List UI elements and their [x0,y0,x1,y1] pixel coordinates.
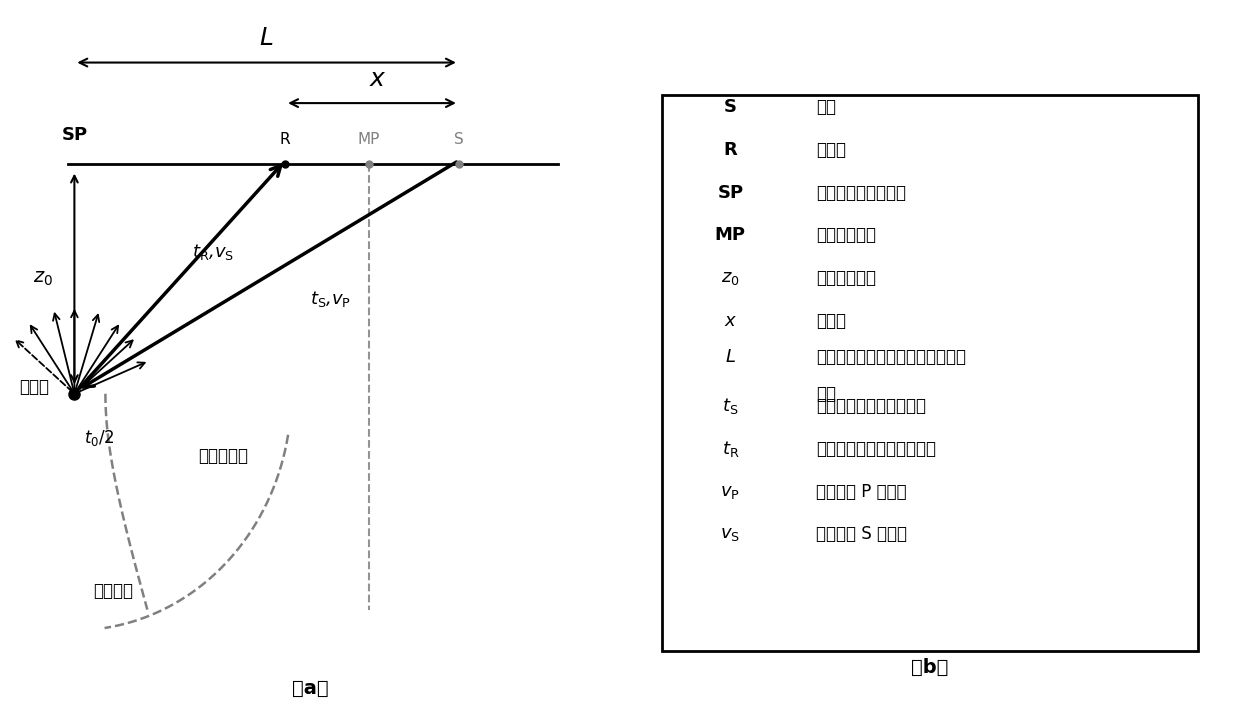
Text: 炮点到散射点地面投影距离（炮散: 炮点到散射点地面投影距离（炮散 [816,348,966,366]
Text: 散射双曲线: 散射双曲线 [198,447,248,465]
Text: 地震散射 S 波速度: 地震散射 S 波速度 [816,526,906,544]
Text: $L$: $L$ [725,348,735,366]
Text: MP: MP [714,226,746,244]
Text: （a）: （a） [291,679,329,698]
Text: 散射点到接收点的旅行时间: 散射点到接收点的旅行时间 [816,440,936,458]
Text: $z_0$: $z_0$ [33,270,53,288]
Text: $v_\mathrm{S}$: $v_\mathrm{S}$ [720,526,740,544]
Text: 接收点: 接收点 [816,141,846,159]
Text: MP: MP [357,132,381,147]
Text: $x$: $x$ [724,312,737,330]
Text: $z_0$: $z_0$ [720,269,740,287]
FancyBboxPatch shape [662,95,1198,651]
Text: $t_0/2$: $t_0/2$ [84,428,114,447]
Text: $t_\mathrm{R}$: $t_\mathrm{R}$ [722,439,739,459]
Text: 散射点在地面的投影: 散射点在地面的投影 [816,183,906,202]
Text: $x$: $x$ [370,67,387,91]
Text: SP: SP [717,183,744,202]
Text: 散射点视深度: 散射点视深度 [816,269,875,287]
Text: S: S [724,99,737,116]
Text: 波前圆弧: 波前圆弧 [93,582,133,600]
Text: $t_\mathrm{S}$,$v_\mathrm{P}$: $t_\mathrm{S}$,$v_\mathrm{P}$ [310,289,351,309]
Text: 距）: 距） [816,385,836,403]
Text: 炮检距中心点: 炮检距中心点 [816,226,875,244]
Text: 震源: 震源 [816,99,836,116]
Text: S: S [454,132,464,147]
Text: R: R [280,132,290,147]
Text: 震源到散射点的旅行时间: 震源到散射点的旅行时间 [816,397,926,416]
Text: 地震散射 P 波速度: 地震散射 P 波速度 [816,482,906,500]
Text: $t_\mathrm{S}$: $t_\mathrm{S}$ [722,396,739,416]
Text: $L$: $L$ [259,27,274,50]
Text: 散射点: 散射点 [20,378,50,396]
Text: $t_\mathrm{R}$,$v_\mathrm{S}$: $t_\mathrm{R}$,$v_\mathrm{S}$ [192,242,234,262]
Text: 炮检距: 炮检距 [816,312,846,330]
Text: SP: SP [61,126,88,144]
Text: （b）: （b） [911,658,949,677]
Text: $v_\mathrm{P}$: $v_\mathrm{P}$ [720,482,740,500]
Text: R: R [723,141,738,159]
